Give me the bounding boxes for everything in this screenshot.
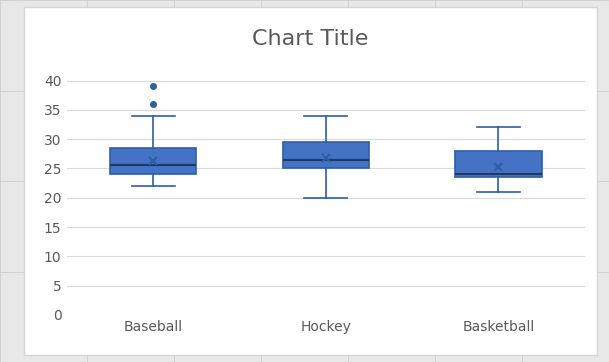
PathPatch shape (283, 142, 369, 168)
Text: Chart Title: Chart Title (252, 29, 369, 49)
PathPatch shape (110, 148, 196, 174)
PathPatch shape (455, 151, 541, 177)
